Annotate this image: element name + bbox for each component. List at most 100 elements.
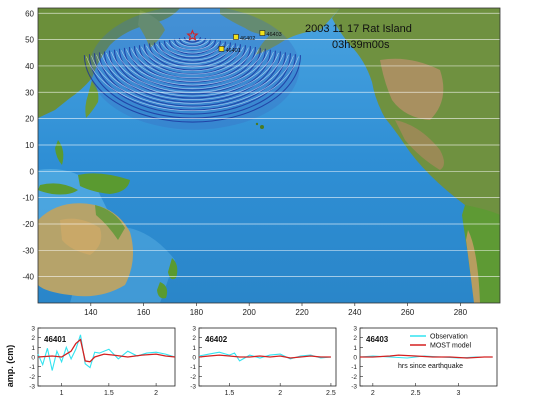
wave-front xyxy=(118,48,266,95)
wave-crest xyxy=(91,55,294,108)
wave-crest xyxy=(126,49,259,82)
lon-tick-label: 200 xyxy=(243,308,257,317)
y-tick-label: 0 xyxy=(353,355,357,362)
series-line-observation xyxy=(198,351,331,362)
map-frame xyxy=(37,7,501,304)
series-line-most-model xyxy=(198,354,331,359)
lon-tick-label: 220 xyxy=(295,308,309,317)
lat-tick-label: 10 xyxy=(25,141,34,150)
y-tick-label: -3 xyxy=(351,384,357,391)
land-japan xyxy=(85,80,99,118)
lat-tick-label: 0 xyxy=(30,167,35,176)
y-tick-label: 2 xyxy=(31,335,35,342)
lat-tick-label: 60 xyxy=(25,9,34,18)
wave-crest xyxy=(106,52,279,97)
x-tick-label: 2 xyxy=(154,390,158,397)
y-tick-label: 3 xyxy=(31,326,35,333)
y-tick-label: 0 xyxy=(31,355,35,362)
tsunami-map-panel: 46401 46402 46403 60 50 40 30 20 10 0 -10 -20 -30 -4… xyxy=(22,7,501,317)
x-axis-label: hrs since earthquake xyxy=(398,363,463,370)
x-tick-label: 1.5 xyxy=(225,390,235,397)
x-tick-label: 2.5 xyxy=(411,390,421,397)
chart-title: 46403 xyxy=(366,335,389,344)
chart-panel-46403: 3 2 1 0 -1 -2 -3 2 2.5 3 46403 Observation MOST mode… xyxy=(351,326,498,397)
lon-tick-label: 140 xyxy=(84,308,98,317)
wave-crest xyxy=(151,44,234,64)
y-tick-label: 2 xyxy=(353,335,357,342)
y-tick-label: -3 xyxy=(29,384,35,391)
y-tick-label: 0 xyxy=(192,355,196,362)
wave-crest xyxy=(171,41,214,51)
wave-crest xyxy=(136,47,249,75)
buoy-marker xyxy=(218,46,225,52)
wave-front xyxy=(113,49,271,99)
buoy-label: 46403 xyxy=(266,32,281,38)
wave-front xyxy=(83,55,301,123)
lon-tick-label: 280 xyxy=(454,308,468,317)
y-tick-label: 1 xyxy=(192,345,196,352)
wave-front xyxy=(98,52,286,111)
epicenter-star-icon xyxy=(186,29,199,41)
amplitude-axis-label: amp. (cm) xyxy=(5,345,15,388)
wave-crest xyxy=(161,42,224,57)
y-tick-label: 3 xyxy=(353,326,357,333)
lat-tick-label: 50 xyxy=(25,36,34,45)
wave-front xyxy=(173,38,211,51)
x-tick-label: 2 xyxy=(278,390,282,397)
land-north-america xyxy=(332,8,500,230)
y-tick-label: -3 xyxy=(190,384,196,391)
wave-crest xyxy=(131,48,254,79)
wave-front xyxy=(103,51,281,107)
series-line-most-model xyxy=(360,354,493,359)
buoy-label: 46401 xyxy=(225,48,240,54)
x-tick-label: 2 xyxy=(371,390,375,397)
land-usa-west xyxy=(380,58,444,120)
y-tick-label: -1 xyxy=(29,364,35,371)
x-tick-label: 1.5 xyxy=(104,390,114,397)
latitude-gridlines xyxy=(38,12,500,278)
land-hawaii xyxy=(260,125,264,129)
map-title: 2003 11 17 Rat Island xyxy=(305,23,412,35)
land-borneo xyxy=(38,183,78,195)
legend-label: Observation xyxy=(430,334,468,341)
wave-front xyxy=(123,47,261,91)
tide-gauge-svg: amp. (cm) 3 2 1 0 -1 -2 -3 1 1.5 2 46401 3 2 1 0 -1 -2 -3… xyxy=(5,326,498,397)
wave-crest xyxy=(181,39,204,44)
y-tick-label: 2 xyxy=(192,335,196,342)
lon-tick-label: 180 xyxy=(190,308,204,317)
map-time: 03h39m00s xyxy=(332,39,390,51)
y-tick-label: -2 xyxy=(351,374,357,381)
chart-title: 46401 xyxy=(44,335,67,344)
y-tick-label: 3 xyxy=(192,326,196,333)
tide-gauge-charts: amp. (cm) 3 2 1 0 -1 -2 -3 1 1.5 2 46401 3 2 1 0 -1 -2 -3… xyxy=(0,322,538,411)
lon-tick-label: 260 xyxy=(401,308,415,317)
lat-tick-label: -20 xyxy=(22,220,34,229)
land-hawaii-2 xyxy=(255,122,259,126)
y-tick-label: -1 xyxy=(351,364,357,371)
wave-front xyxy=(183,36,201,43)
buoy-marker xyxy=(233,34,239,40)
lat-tick-label: 30 xyxy=(25,88,34,97)
wave-front xyxy=(88,54,296,119)
wave-crest xyxy=(186,38,199,41)
chart-panel-46402: 3 2 1 0 -1 -2 -3 1.5 2 2.5 46402 xyxy=(190,326,337,397)
wave-crest xyxy=(166,42,219,54)
y-tick-label: 1 xyxy=(353,345,357,352)
lat-tick-label: 20 xyxy=(25,115,34,124)
lat-tick-label: -40 xyxy=(22,273,34,282)
wave-crest xyxy=(176,40,209,47)
wave-front xyxy=(163,40,221,59)
buoy-label: 46402 xyxy=(240,36,255,42)
wave-front xyxy=(168,39,216,55)
wave-crest xyxy=(86,56,299,111)
wave-crest xyxy=(146,45,239,68)
lon-tick-label: 240 xyxy=(348,308,362,317)
wave-envelope xyxy=(89,8,300,130)
wave-crest xyxy=(116,51,269,89)
land-andes xyxy=(466,230,480,303)
wave-front xyxy=(128,46,256,87)
map-axes: 60 50 40 30 20 10 0 -10 -20 -30 -40 140 160 180 200 220… xyxy=(22,9,467,317)
